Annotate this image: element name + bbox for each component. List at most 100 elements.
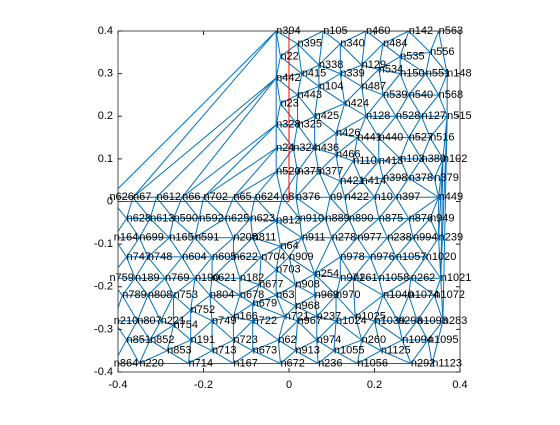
mesh-edge [288, 256, 296, 285]
mesh-edge [442, 116, 448, 321]
mesh-edge [250, 218, 254, 238]
mesh-edge [275, 269, 296, 286]
mesh-edge [318, 64, 341, 75]
node-label: n8 [282, 191, 294, 203]
mesh-edge [382, 31, 409, 45]
node-label: n398 [383, 172, 407, 184]
node-label: n283 [443, 315, 467, 327]
mesh-edge [275, 284, 296, 296]
mesh-edge [166, 324, 175, 351]
node-label: n909 [289, 251, 313, 263]
node-label: n66 [182, 191, 200, 203]
mesh-edge [301, 73, 320, 87]
node-label: n278 [332, 232, 356, 244]
mesh-edge [173, 309, 192, 326]
node-label: n292 [411, 357, 435, 369]
mesh-edge [232, 256, 241, 279]
node-label: n1040 [383, 289, 414, 301]
mesh-edge [194, 218, 226, 239]
mesh-edge [352, 256, 371, 279]
x-tick-label: -0.2 [194, 379, 213, 391]
node-label: n590 [174, 212, 198, 224]
mesh-edge [382, 73, 401, 96]
mesh-edge [438, 237, 442, 279]
mesh-edge [164, 256, 183, 279]
node-label: n807 [137, 315, 161, 327]
mesh-edge [297, 124, 316, 149]
node-label: n102 [443, 153, 467, 165]
mesh-edge [203, 124, 277, 198]
node-label: n911 [302, 232, 326, 244]
mesh-edge [295, 339, 318, 352]
node-label: n672 [280, 357, 304, 369]
mesh-edge [335, 103, 346, 134]
node-label: n1095 [428, 334, 459, 346]
mesh-edge [317, 350, 335, 364]
mesh-edge [314, 148, 320, 172]
mesh-edge [416, 294, 435, 322]
mesh-edge [324, 218, 333, 238]
mesh-edge [275, 294, 296, 307]
mesh-edge [316, 340, 319, 364]
y-tick-label: 0.2 [98, 110, 113, 122]
node-label: n704 [261, 251, 285, 263]
mesh-edge [412, 237, 427, 258]
mesh-edge [134, 277, 149, 296]
mesh-edge [352, 160, 363, 182]
mesh-edge [301, 237, 316, 275]
node-label: n747 [127, 251, 151, 263]
node-label: n875 [379, 212, 403, 224]
mesh-edge [318, 154, 337, 173]
mesh-edge [118, 295, 123, 310]
node-label: n624 [255, 191, 279, 203]
node-label: n440 [379, 131, 403, 143]
mesh-edge [378, 56, 401, 70]
node-label: n442 [276, 72, 300, 84]
mesh-edge [211, 320, 234, 341]
node-label: n377 [319, 166, 343, 178]
mesh-edge [429, 115, 448, 138]
mesh-edge [132, 31, 277, 198]
node-label: n679 [253, 298, 277, 310]
mesh-edge [378, 68, 401, 75]
mesh-edge [295, 197, 301, 219]
node-label: n426 [336, 127, 360, 139]
mesh-edge [281, 196, 301, 219]
mesh-edge [324, 197, 331, 219]
node-label: n520 [276, 166, 300, 178]
mesh-edge [410, 277, 435, 296]
node-label: n150 [400, 68, 424, 80]
mesh-edge [344, 86, 363, 104]
mesh-edge [138, 339, 151, 364]
mesh-edge [258, 284, 277, 296]
node-label: n613 [150, 212, 174, 224]
mesh-edge [395, 237, 414, 258]
mesh-edge [335, 115, 367, 134]
mesh-edge [194, 218, 200, 238]
mesh-edge [295, 284, 315, 296]
mesh-edge [275, 103, 281, 125]
mesh-edge [356, 237, 371, 258]
mesh-edge [233, 147, 277, 198]
mesh-edge [408, 31, 431, 53]
node-label: n9 [330, 191, 342, 203]
node-label: n910 [300, 212, 324, 224]
node-label: n261 [353, 272, 377, 284]
node-label: n994 [413, 232, 437, 244]
mesh-edge [344, 180, 363, 198]
mesh-edge [408, 158, 422, 179]
mesh-edge [401, 320, 418, 341]
mesh-edge [121, 295, 138, 322]
mesh-edge [378, 115, 397, 138]
node-label: n968 [295, 300, 319, 312]
mesh-edge [239, 284, 260, 296]
node-label: n1055 [334, 345, 365, 357]
mesh-edge [314, 86, 320, 117]
mesh-edge [190, 278, 196, 311]
node-label: n340 [340, 38, 364, 50]
mesh-edge [118, 207, 127, 219]
mesh-edge [356, 116, 367, 138]
mesh-edge [335, 132, 358, 139]
node-label: n702 [204, 191, 228, 203]
mesh-edge [284, 305, 296, 317]
